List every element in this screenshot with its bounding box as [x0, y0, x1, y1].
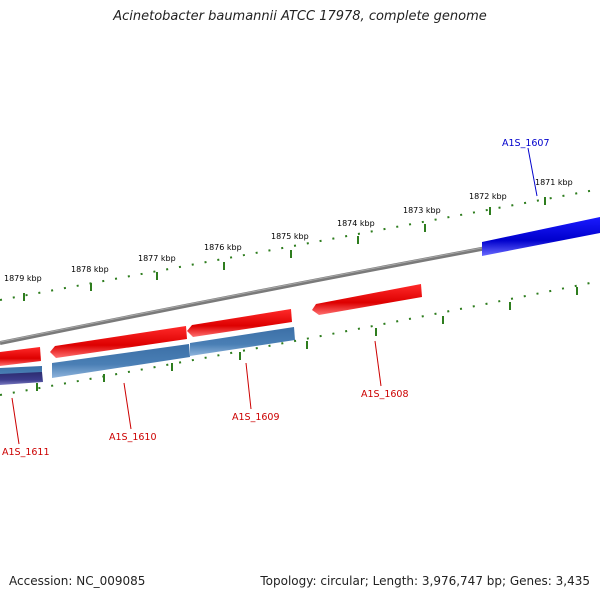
leader-a1s-1611 — [11, 397, 20, 445]
gene-a1s-1610[interactable] — [50, 326, 187, 358]
gene-label-a1s-1610[interactable]: A1S_1610 — [109, 432, 157, 443]
inner-scale-ring — [0, 280, 600, 396]
gene-a1s-1609[interactable] — [187, 309, 292, 337]
kbp-label-1874: 1874 kbp — [337, 219, 375, 228]
gene-label-a1s-1608[interactable]: A1S_1608 — [361, 389, 409, 400]
gene-label-a1s-1607[interactable]: A1S_1607 — [502, 138, 550, 149]
outer-major-ticks — [23, 197, 546, 301]
kbp-label-1871: 1871 kbp — [535, 178, 573, 187]
kbp-label-1877: 1877 kbp — [138, 254, 176, 263]
kbp-label-1875: 1875 kbp — [271, 232, 309, 241]
gene-a1s-1611[interactable] — [0, 347, 41, 366]
map-title: Acinetobacter baumannii ATCC 17978, comp… — [113, 9, 487, 24]
forward-strand-features — [0, 217, 600, 366]
feature-a1s-1611-other[interactable] — [0, 372, 43, 385]
accession-text: Accession: NC_009085 — [9, 574, 146, 588]
kbp-label-1872: 1872 kbp — [469, 192, 507, 201]
reverse-strand-features — [0, 327, 295, 385]
kbp-label-1879: 1879 kbp — [4, 274, 42, 283]
kbp-label-1876: 1876 kbp — [204, 243, 242, 252]
gene-a1s-1608[interactable] — [312, 284, 422, 315]
gene-label-a1s-1609[interactable]: A1S_1609 — [232, 412, 280, 423]
gene-a1s-1607[interactable] — [482, 217, 600, 256]
inner-major-ticks — [36, 287, 578, 391]
leader-a1s-1608 — [374, 340, 382, 387]
topology-text: Topology: circular; Length: 3,976,747 bp… — [260, 574, 590, 588]
kbp-label-1878: 1878 kbp — [71, 265, 109, 274]
leader-a1s-1609 — [245, 362, 252, 410]
gene-label-a1s-1611[interactable]: A1S_1611 — [2, 447, 50, 458]
feature-a1s-1609-reverse[interactable] — [190, 327, 295, 356]
feature-a1s-1610-reverse[interactable] — [52, 344, 190, 378]
leader-a1s-1607 — [527, 147, 538, 197]
leader-a1s-1610 — [123, 382, 132, 430]
kbp-label-1873: 1873 kbp — [403, 206, 441, 215]
label-leaders — [11, 147, 538, 445]
